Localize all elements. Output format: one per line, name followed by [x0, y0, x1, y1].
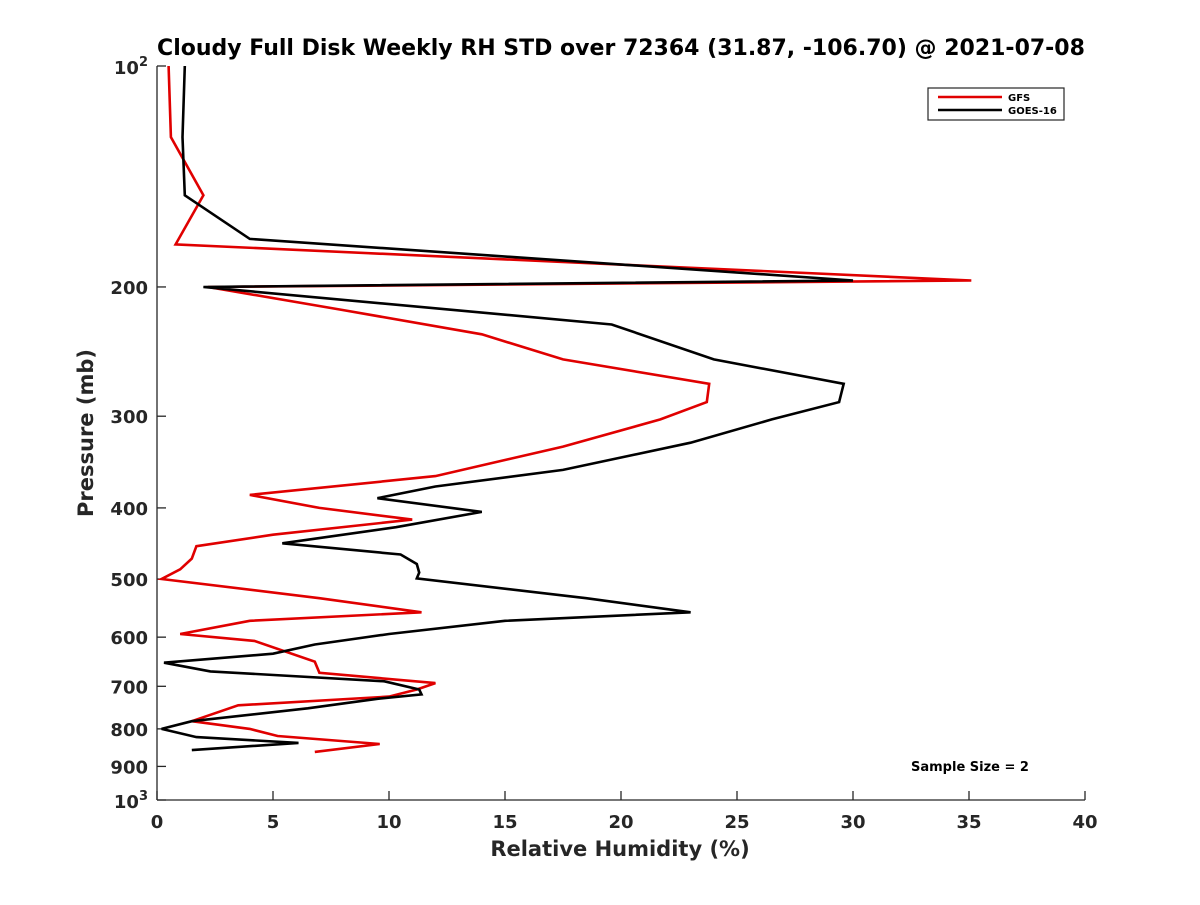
- legend-label-gfs: GFS: [1008, 93, 1030, 104]
- x-tick-label: 20: [608, 812, 633, 833]
- x-tick-label: 25: [724, 812, 749, 833]
- y-tick-label: 600: [110, 628, 148, 649]
- legend-label-goes16: GOES-16: [1008, 106, 1057, 117]
- y-tick-label: 900: [110, 757, 148, 778]
- x-tick-label: 10: [376, 812, 401, 833]
- y-tick-label: 800: [110, 720, 148, 741]
- sample-size-annotation: Sample Size = 2: [911, 760, 1029, 775]
- x-tick-label: 40: [1072, 812, 1097, 833]
- x-tick-label: 35: [956, 812, 981, 833]
- chart-title: Cloudy Full Disk Weekly RH STD over 7236…: [157, 36, 1085, 61]
- series-line-gfs: [157, 65, 972, 754]
- legend: GFS GOES-16: [927, 87, 1065, 121]
- y-tick-label: 102: [114, 55, 148, 79]
- y-tick-label: 500: [110, 570, 148, 591]
- x-tick-label: 30: [840, 812, 865, 833]
- series-layer: [157, 65, 972, 754]
- x-tick-label: 15: [492, 812, 517, 833]
- y-tick-label: 400: [110, 499, 148, 520]
- x-tick-label: 0: [151, 812, 164, 833]
- x-tick-label: 5: [267, 812, 280, 833]
- x-axis-label: Relative Humidity (%): [490, 837, 749, 861]
- legend-box: [927, 87, 1065, 121]
- y-axis-label: Pressure (mb): [74, 349, 98, 517]
- y-tick-label: 103: [114, 789, 148, 813]
- y-tick-label: 700: [110, 677, 148, 698]
- y-tick-label: 200: [110, 278, 148, 299]
- series-line-goes16: [161, 65, 854, 752]
- axes-layer: 0 5 10 15 20 25 30 35 40 102 200 300 400 500 600 700 800…: [110, 55, 1097, 833]
- y-tick-label: 300: [110, 407, 148, 428]
